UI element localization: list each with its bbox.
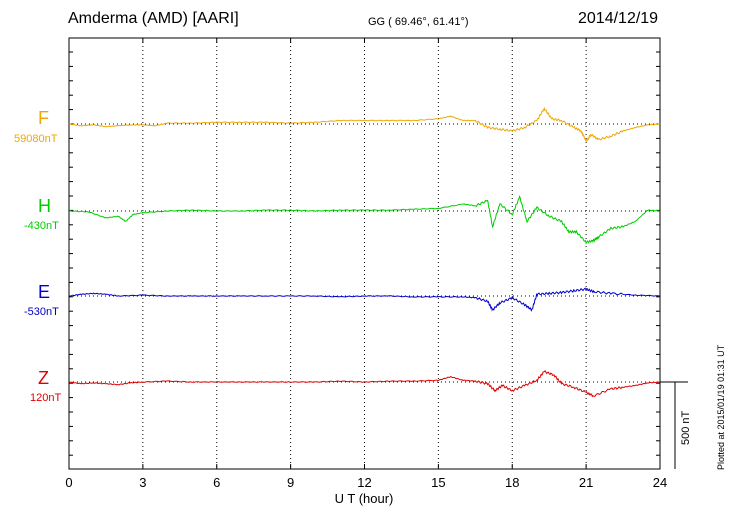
tick-label-x-15: 15 <box>431 475 445 490</box>
axis-ticks: 0 3 6 9 12 15 18 21 24 <box>65 38 667 490</box>
channel-label-z: Z <box>38 368 49 388</box>
baseline-gridlines <box>69 123 660 383</box>
tick-label-x-9: 9 <box>287 475 294 490</box>
plotted-timestamp: Plotted at 2015/01/19 01:31 UT <box>716 344 726 470</box>
series-line-z <box>68 369 661 398</box>
vertical-gridlines <box>142 38 587 469</box>
channel-label-h: H <box>38 196 51 216</box>
tick-label-x-0: 0 <box>65 475 72 490</box>
baseline-label-h: -430nT <box>24 220 59 232</box>
channel-label-f: F <box>38 108 49 128</box>
tick-label-x-18: 18 <box>505 475 519 490</box>
scale-bar-label: 500 nT <box>680 410 692 445</box>
scale-bar <box>660 381 688 469</box>
baseline-label-z: 120nT <box>30 392 62 404</box>
channel-label-e: E <box>38 282 51 302</box>
x-axis-label: U T (hour) <box>335 491 394 506</box>
series-line-h <box>68 194 661 245</box>
baseline-label-f: 59080nT <box>14 133 58 145</box>
geo-coords: GG ( 69.46°, 61.41°) <box>368 16 469 28</box>
series-lines <box>68 106 661 398</box>
date-label: 2014/12/19 <box>578 10 659 27</box>
tick-label-x-3: 3 <box>139 475 146 490</box>
tick-label-x-12: 12 <box>357 475 371 490</box>
tick-label-x-6: 6 <box>213 475 220 490</box>
tick-label-x-24: 24 <box>653 475 667 490</box>
station-title: Amderma (AMD) [AARI] <box>68 10 239 27</box>
baseline-label-e: -530nT <box>24 306 59 318</box>
tick-label-x-21: 21 <box>579 475 593 490</box>
series-line-f <box>68 106 661 142</box>
series-line-e <box>68 287 661 312</box>
